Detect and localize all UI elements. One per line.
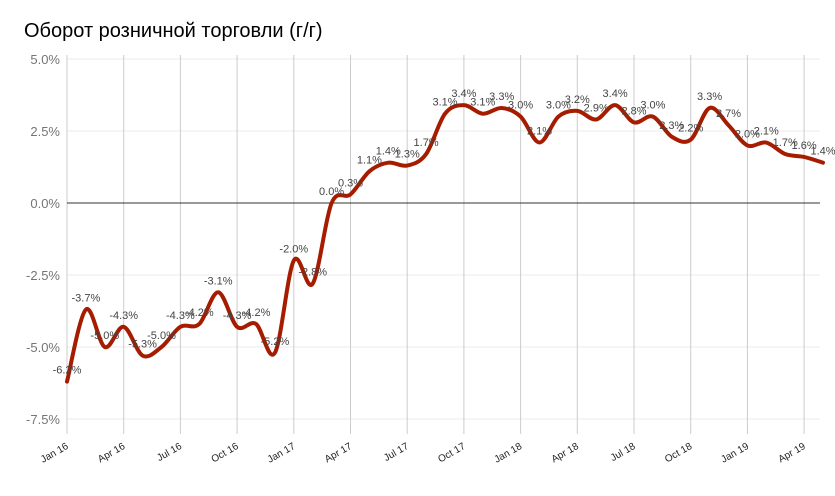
data-label: 3.0% (508, 100, 533, 112)
x-tick-label: Jan 18 (493, 441, 525, 466)
data-label: 2.0% (735, 128, 760, 140)
data-label: 3.1% (432, 97, 457, 109)
x-tick-label: Apr 17 (323, 441, 354, 465)
data-label: -3.1% (204, 275, 233, 287)
data-label: 2.2% (678, 123, 703, 135)
data-label: 1.4% (810, 146, 835, 158)
x-tick-label: Jul 18 (609, 441, 638, 464)
data-label: 2.3% (659, 120, 684, 132)
data-label: 3.2% (565, 94, 590, 106)
data-label: 2.7% (716, 108, 741, 120)
x-tick-label: Apr 16 (96, 441, 127, 465)
data-label: 3.1% (470, 97, 495, 109)
series-line (65, 103, 825, 384)
x-tick-label: Jul 17 (382, 441, 411, 464)
data-label: 2.8% (621, 105, 646, 117)
y-tick-label: -7.5% (26, 412, 60, 427)
data-label: 1.3% (395, 149, 420, 161)
x-tick-label: Jan 17 (266, 441, 298, 466)
x-tick-label: Jul 16 (155, 441, 184, 464)
data-label: -5.2% (261, 336, 290, 348)
data-label: 1.7% (414, 137, 439, 149)
y-tick-label: 2.5% (30, 124, 60, 139)
data-label: 3.4% (451, 88, 476, 100)
data-label: 1.1% (357, 154, 382, 166)
data-label: -4.3% (166, 310, 195, 322)
data-label: 3.3% (697, 91, 722, 103)
data-label: 2.1% (527, 126, 552, 138)
data-label: 1.4% (376, 146, 401, 158)
data-label: 3.0% (546, 100, 571, 112)
data-label: -4.3% (109, 310, 138, 322)
data-label: 1.7% (773, 137, 798, 149)
data-label: 3.3% (489, 91, 514, 103)
data-label: -3.7% (72, 293, 101, 305)
x-tick-label: Oct 18 (663, 441, 694, 465)
x-tick-label: Oct 17 (436, 441, 467, 465)
data-label: 3.0% (640, 100, 665, 112)
y-tick-label: -2.5% (26, 268, 60, 283)
data-label: -5.3% (128, 339, 157, 351)
data-label: -2.0% (279, 244, 308, 256)
y-tick-label: 5.0% (30, 52, 60, 67)
data-label: 1.6% (792, 140, 817, 152)
x-tick-label: Oct 16 (210, 441, 241, 465)
chart-title: Оборот розничной торговли (г/г) (24, 20, 323, 42)
data-label: 2.9% (584, 102, 609, 114)
data-label: -4.2% (242, 307, 271, 319)
data-label: -2.8% (298, 267, 327, 279)
data-label: -5.0% (90, 330, 119, 342)
data-label: -5.0% (147, 330, 176, 342)
x-tick-label: Apr 18 (550, 441, 581, 465)
x-tick-label: Jan 19 (719, 441, 751, 466)
data-label: 2.1% (754, 126, 779, 138)
x-tick-label: Jan 16 (39, 441, 71, 466)
y-tick-label: 0.0% (30, 196, 60, 211)
data-label: -4.2% (185, 307, 214, 319)
data-label: 0.0% (319, 186, 344, 198)
data-label: -4.3% (223, 310, 252, 322)
y-tick-label: -5.0% (26, 340, 60, 355)
x-tick-label: Apr 19 (777, 441, 808, 465)
data-label: 3.4% (603, 88, 628, 100)
data-label: -6.2% (53, 365, 82, 377)
data-label: 0.3% (338, 177, 363, 189)
